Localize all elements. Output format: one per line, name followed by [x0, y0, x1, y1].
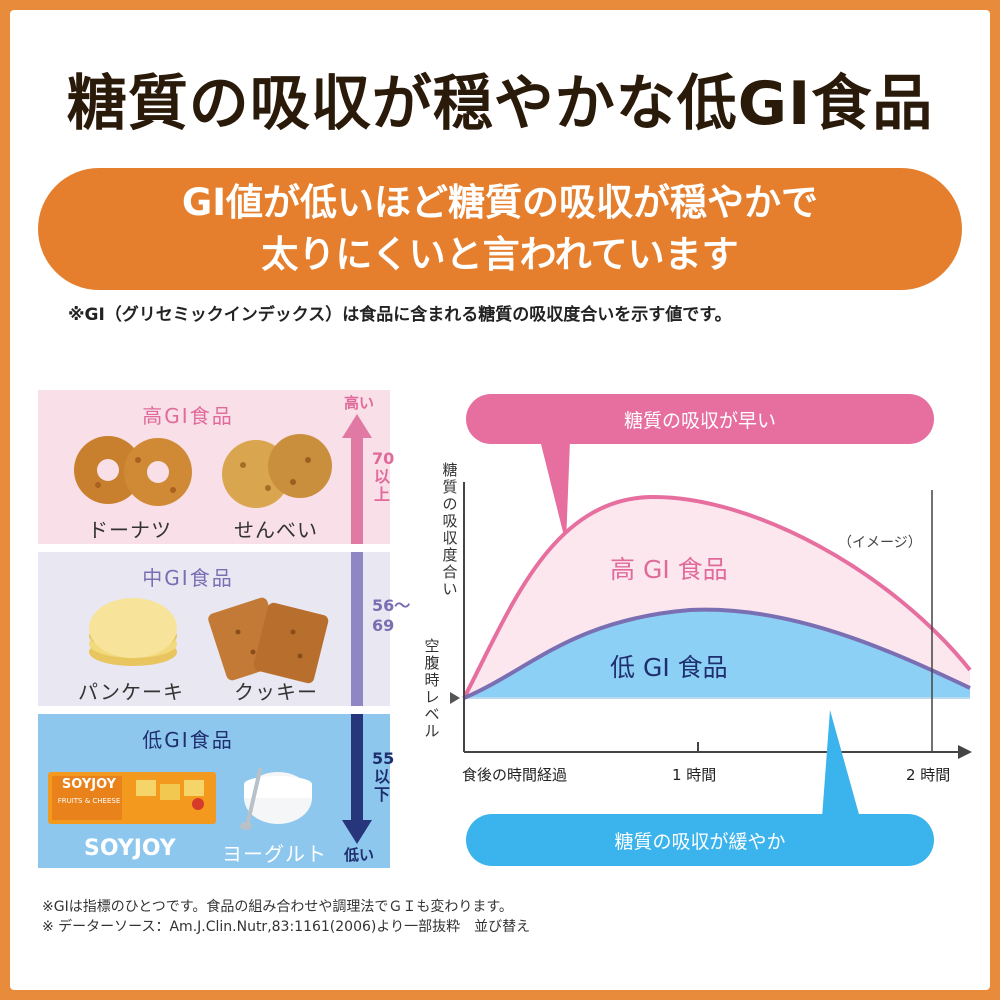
baseline-label: 空腹時レベル — [424, 637, 440, 740]
x-tick-1h: 1 時間 — [672, 766, 717, 784]
x-tick-start: 食後の時間経過 — [462, 766, 568, 784]
scale-arrow-down — [342, 820, 372, 844]
mid-scale-bar — [351, 552, 363, 706]
soyjoy-bar-illustration — [48, 772, 216, 824]
high-gi-panel: 高GI食品 — [38, 390, 395, 544]
scale-bottom-label: 低い — [343, 846, 374, 864]
food-label-senbei: せんべい — [234, 518, 318, 542]
gi-definition-note: ※GI（グリセミックインデックス）は食品に含まれる糖質の吸収度合いを示す値です。 — [68, 305, 732, 325]
x-axis-arrow — [958, 745, 972, 759]
high-gi-foods-illustration — [74, 414, 372, 544]
food-label-pancake: パンケーキ — [78, 680, 184, 704]
footer-note-2: ※ データーソース：Am.J.Clin.Nutr,83:1161(2006)より… — [42, 919, 531, 935]
fast-absorption-callout-pointer — [540, 440, 570, 544]
low-scale-bar — [351, 714, 363, 824]
banner-line-1: GI値が低いほど糖質の吸収が穏やかで — [181, 181, 819, 224]
absorption-diagram — [450, 394, 972, 866]
mid-gi-panel: 中GI食品 パンケーキ クッキー 56〜69 — [38, 552, 410, 706]
donut-illustration — [74, 436, 192, 506]
high-gi-title: 高GI食品 — [142, 404, 234, 428]
soyjoy-bar-brand: SOYJOY — [61, 777, 117, 792]
cookie-illustration — [208, 597, 329, 684]
pancake-illustration — [89, 598, 177, 666]
slow-absorption-label: 糖質の吸収が緩やか — [614, 831, 786, 853]
high-gi-range: 70以上 — [372, 449, 395, 504]
scale-arrow-up — [342, 414, 372, 438]
baseline-marker — [450, 692, 460, 704]
high-gi-area — [464, 496, 970, 698]
footer-note-1: ※GIは指標のひとつです。食品の組み合わせや調理法でＧＩも変わります。 — [42, 899, 513, 915]
yogurt-illustration — [240, 768, 312, 830]
low-gi-title: 低GI食品 — [142, 728, 234, 752]
fast-absorption-label: 糖質の吸収が早い — [623, 410, 776, 432]
page-title: 糖質の吸収が穏やかな低GI食品 — [66, 69, 934, 139]
image-note: （イメージ） — [838, 535, 922, 551]
high-gi-curve-label: 高 GI 食品 — [610, 555, 728, 584]
banner-line-2: 太りにくいと言われています — [261, 233, 739, 276]
low-gi-range: 55以下 — [372, 749, 395, 804]
fast-absorption-callout-box — [466, 394, 934, 444]
food-label-donut: ドーナツ — [88, 518, 172, 542]
low-gi-curve-label: 低 GI 食品 — [610, 653, 728, 682]
low-gi-panel: 低GI食品 SOYJOY FRUITS & CHEESE SOYJOY — [38, 714, 395, 868]
food-label-yogurt: ヨーグルト — [222, 842, 327, 866]
infographic-card: 糖質の吸収が穏やかな低GI食品 GI値が低いほど糖質の吸収が穏やかで 太りにくい… — [10, 10, 990, 990]
low-gi-area — [464, 609, 970, 698]
food-label-soyjoy: SOYJOY — [84, 836, 176, 861]
high-scale-bar — [351, 434, 363, 544]
rice-cracker-illustration — [222, 434, 332, 508]
y-axis-label: 糖質の吸収度合い — [442, 461, 458, 598]
mid-gi-foods-illustration — [89, 552, 363, 706]
scale-top-label: 高い — [343, 394, 374, 412]
food-label-cookie: クッキー — [234, 680, 318, 704]
x-tick-2h: 2 時間 — [906, 766, 951, 784]
headline-banner: GI値が低いほど糖質の吸収が穏やかで 太りにくいと言われています — [38, 168, 962, 290]
low-gi-curve — [463, 607, 971, 700]
slow-absorption-callout-box — [466, 814, 934, 866]
slow-absorption-callout-pointer — [822, 710, 860, 818]
high-gi-curve — [462, 494, 972, 699]
soyjoy-bar-flavor: FRUITS & CHEESE — [57, 797, 121, 805]
mid-gi-title: 中GI食品 — [142, 566, 234, 590]
low-gi-foods-illustration — [48, 714, 372, 844]
